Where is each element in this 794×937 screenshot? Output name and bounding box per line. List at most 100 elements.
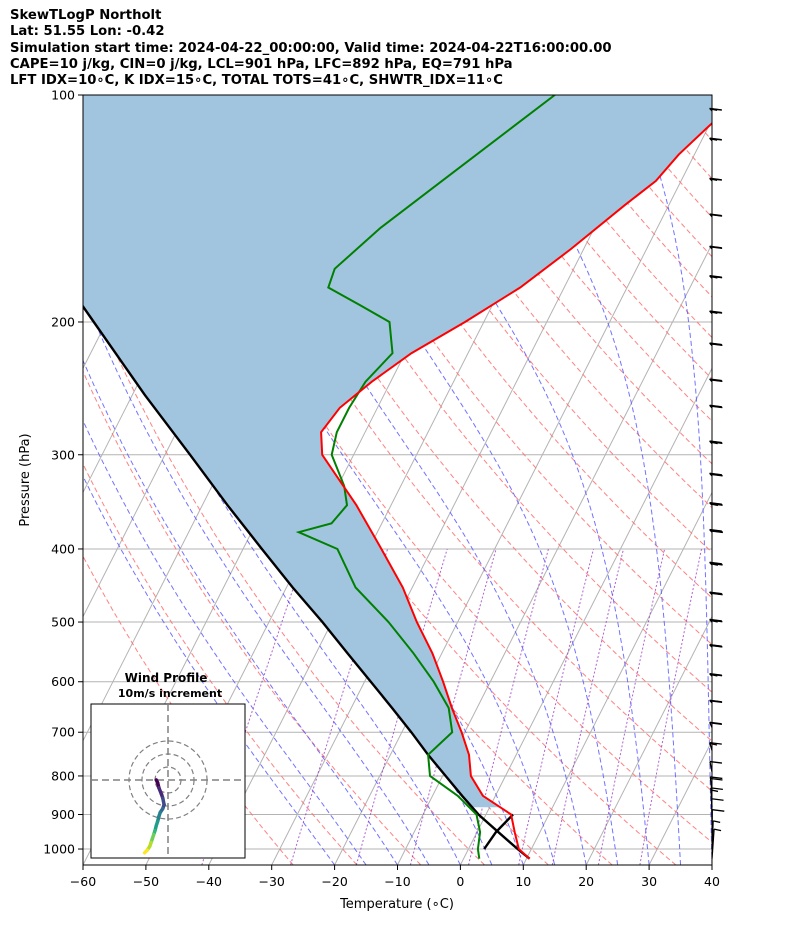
wind-barb xyxy=(709,618,723,623)
wind-barb xyxy=(709,643,723,648)
isotherm xyxy=(585,615,712,865)
moist-adiabat xyxy=(206,95,587,865)
location-line: Lat: 51.55 Lon: -0.42 xyxy=(10,24,165,40)
x-axis-ticks: −60 −50 −40 −30 −20 −10 0 10 20 30 40 xyxy=(70,865,720,889)
wind-barb-flag xyxy=(710,473,723,477)
y-tick-label: 600 xyxy=(51,674,75,689)
wind-barb-flag xyxy=(710,700,723,703)
wind-barb-flag xyxy=(710,530,723,534)
wind-barb xyxy=(709,378,723,383)
mixing-ratio-line xyxy=(551,548,624,865)
inset-subtitle: 10m/s increment xyxy=(118,687,222,700)
dry-adiabat xyxy=(411,95,712,465)
y-axis-label: Pressure (hPa) xyxy=(18,433,33,526)
moist-adiabat xyxy=(83,475,335,865)
inset-title: Wind Profile xyxy=(125,671,208,685)
dewpoint-line xyxy=(295,95,556,859)
chart-title: SkewTLogP Northolt xyxy=(10,8,162,23)
wind-barb-flag xyxy=(710,776,723,780)
y-tick-label: 200 xyxy=(51,314,75,329)
y-tick-label: 1000 xyxy=(43,842,75,857)
x-tick-label: −30 xyxy=(259,874,285,889)
wind-barb xyxy=(709,699,723,704)
y-tick-label: 900 xyxy=(51,807,75,822)
wind-barb-flag xyxy=(710,213,723,217)
wind-barb-staff xyxy=(709,776,713,792)
wind-barb xyxy=(709,776,723,792)
x-tick-label: −10 xyxy=(384,874,410,889)
wind-barb xyxy=(709,591,723,596)
wind-barb xyxy=(709,310,723,315)
wind-barbs xyxy=(709,107,725,859)
dry-adiabat xyxy=(639,95,712,180)
temperature-line xyxy=(320,121,712,860)
dry-adiabat xyxy=(216,95,712,742)
wind-barb xyxy=(709,342,723,347)
wind-barb-flag xyxy=(713,820,721,823)
x-tick-label: 10 xyxy=(515,874,531,889)
moist-adiabat xyxy=(630,95,712,865)
x-tick-label: −50 xyxy=(133,874,159,889)
moist-adiabat xyxy=(83,292,430,865)
wind-barb-flag xyxy=(710,311,718,315)
wind-barb-flag xyxy=(709,138,718,141)
x-tick-label: −20 xyxy=(321,874,347,889)
dry-adiabat xyxy=(607,95,712,219)
dry-adiabat xyxy=(672,95,712,142)
wind-barb xyxy=(709,501,723,507)
dry-adiabat xyxy=(379,95,712,509)
wind-barb-flag xyxy=(710,503,719,507)
moist-adiabat xyxy=(83,359,398,865)
x-tick-label: 30 xyxy=(641,874,657,889)
lower-parcel-line xyxy=(483,813,514,850)
wind-barb xyxy=(709,107,722,112)
wind-barb-staff xyxy=(710,787,713,808)
moist-adiabat xyxy=(275,95,619,865)
wind-barb xyxy=(709,440,723,445)
parcel-profile-line xyxy=(83,304,531,860)
indices-line: LFT IDX=10∘C, K IDX=15∘C, TOTAL TOTS=41∘… xyxy=(10,73,503,89)
wind-barb-flag xyxy=(710,777,723,781)
mixing-ratio-line xyxy=(355,548,448,865)
dry-adiabat xyxy=(83,370,422,865)
x-tick-label: −60 xyxy=(70,874,96,889)
wind-barb-flag xyxy=(710,343,723,347)
wind-barb xyxy=(710,787,723,808)
wind-barb-flag xyxy=(709,760,723,764)
x-tick-label: 40 xyxy=(704,874,720,889)
mixing-ratio-line xyxy=(597,548,666,865)
wind-barb xyxy=(709,472,723,477)
chart-header: SkewTLogP Northolt Lat: 51.55 Lon: -0.42… xyxy=(10,8,780,89)
y-tick-label: 500 xyxy=(51,615,75,630)
wind-barb xyxy=(709,404,723,409)
y-axis-ticks: 1000 900 800 700 600 500 400 300 200 100 xyxy=(43,88,83,857)
hodograph-segment xyxy=(142,848,149,855)
wind-barb-flag xyxy=(710,592,723,596)
dry-adiabat xyxy=(346,95,712,554)
y-tick-label: 100 xyxy=(51,88,75,103)
isotherm xyxy=(334,118,712,865)
wind-barb-flag xyxy=(712,809,725,812)
cape-line: CAPE=10 j/kg, CIN=0 j/kg, LCL=901 hPa, L… xyxy=(10,56,513,72)
wind-barb-flag xyxy=(710,379,723,383)
y-tick-label: 800 xyxy=(51,768,75,783)
dry-adiabat xyxy=(118,95,677,865)
wind-barb xyxy=(709,245,723,250)
wind-barb xyxy=(711,828,722,859)
dry-adiabat xyxy=(83,276,485,865)
wind-barb xyxy=(709,274,723,279)
wind-barb xyxy=(709,721,723,728)
dry-adiabat xyxy=(249,95,712,693)
dry-adiabat xyxy=(151,95,712,843)
wind-barb-flag xyxy=(710,673,718,677)
wind-barb-flag xyxy=(710,619,718,623)
x-axis-label: Temperature (∘C) xyxy=(339,897,454,912)
wind-barb xyxy=(709,177,722,182)
isotherm xyxy=(522,491,712,865)
wind-barb-flag xyxy=(710,275,718,279)
wind-barb-staff xyxy=(711,829,715,859)
wind-barb-flag xyxy=(710,787,723,791)
wind-barb-flag xyxy=(710,644,723,648)
x-tick-label: 20 xyxy=(578,874,594,889)
